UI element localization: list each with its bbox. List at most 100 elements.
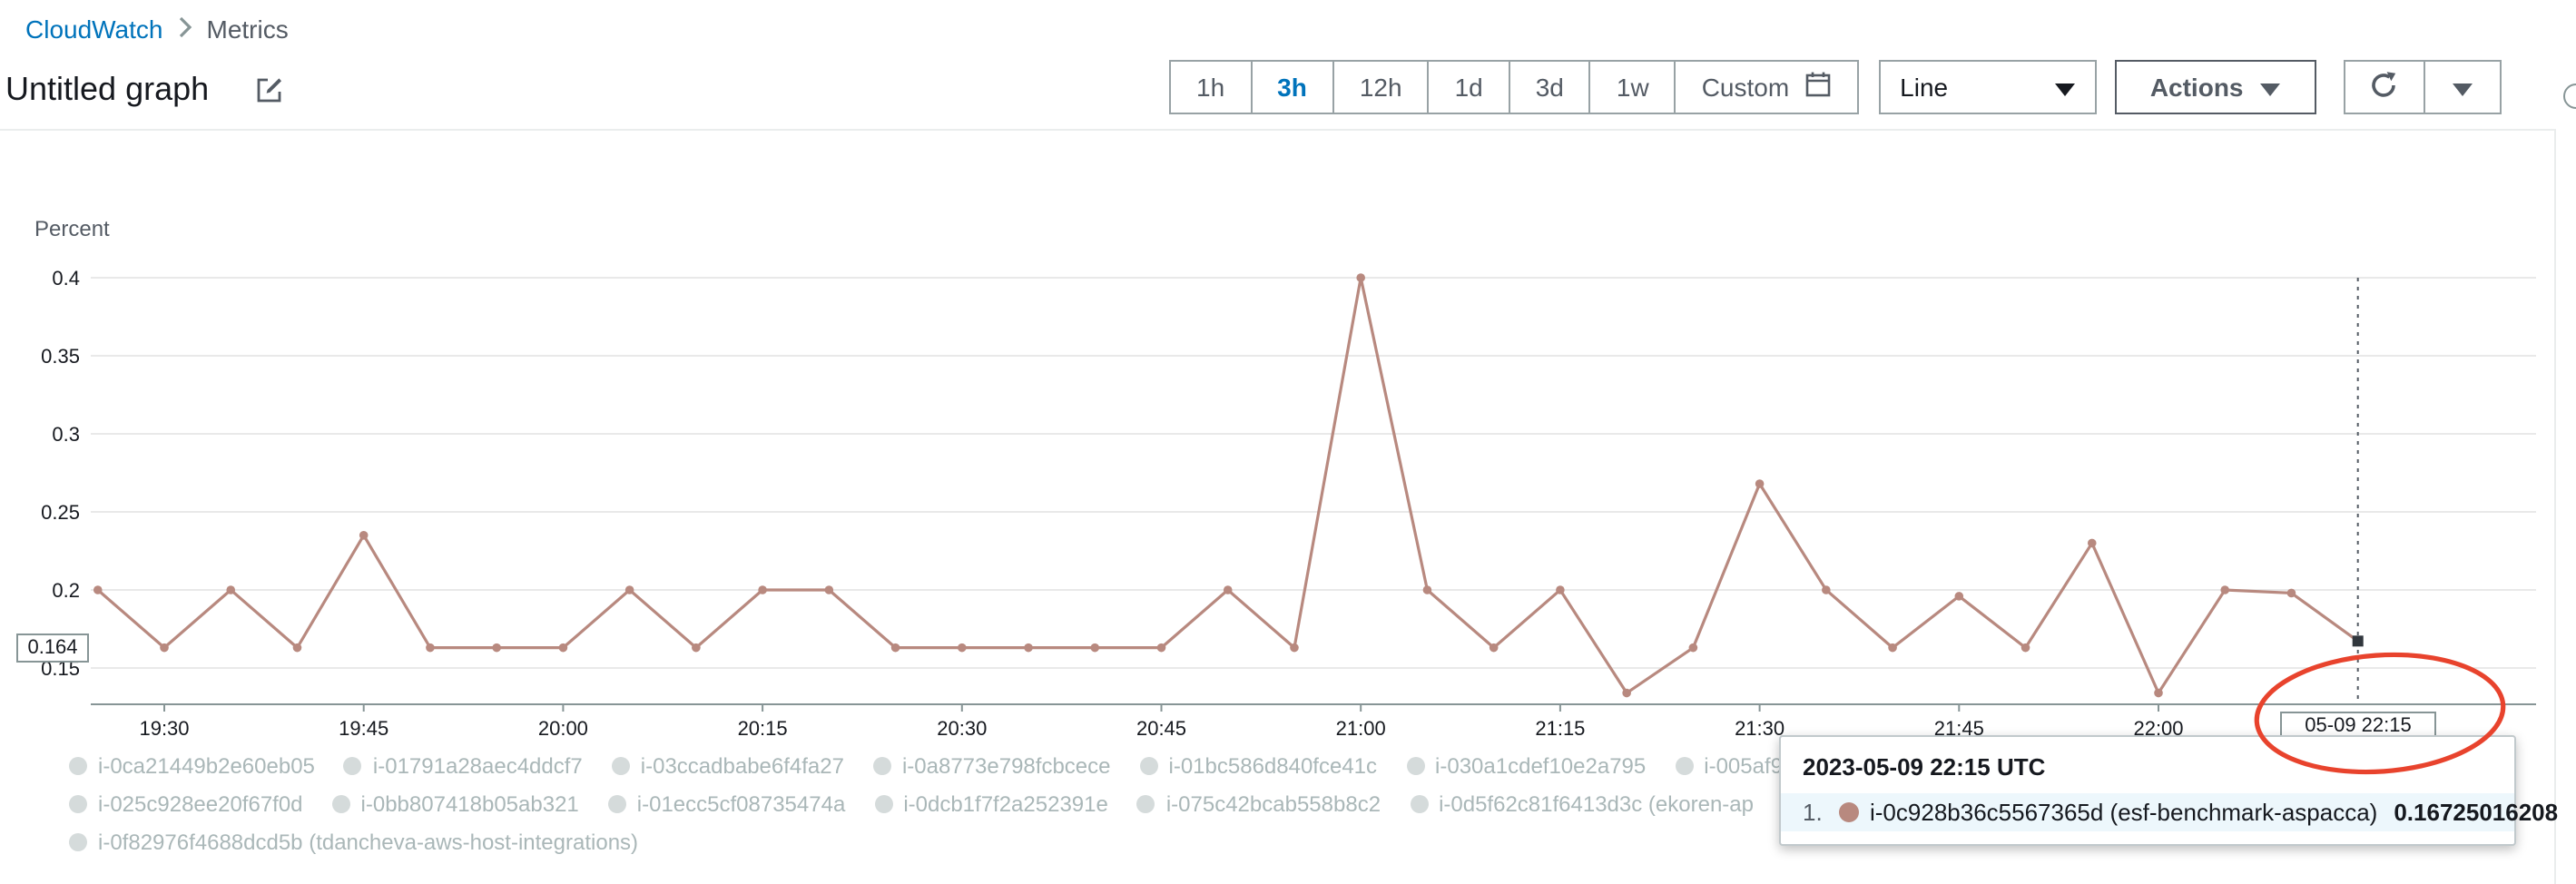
svg-text:0.35: 0.35 — [41, 345, 80, 368]
tooltip-timestamp: 2023-05-09 22:15 UTC — [1803, 753, 2046, 781]
series-dot-icon — [1839, 802, 1859, 822]
svg-text:0.3: 0.3 — [52, 423, 80, 446]
range-custom-label: Custom — [1701, 73, 1790, 102]
legend-item[interactable]: i-0ca21449b2e60eb05 — [69, 753, 315, 778]
legend-dot-icon — [343, 756, 362, 774]
legend-item-label: i-0ca21449b2e60eb05 — [98, 753, 315, 778]
svg-text:0.2: 0.2 — [52, 579, 80, 602]
legend-item[interactable]: i-0d5f62c81f6413d3c (ekoren-ap — [1410, 791, 1754, 816]
edit-title-icon[interactable] — [256, 76, 283, 103]
legend: i-0ca21449b2e60eb05 i-01791a28aec4ddcf7 i-… — [69, 753, 2529, 868]
svg-text:21:00: 21:00 — [1336, 717, 1386, 740]
tooltip-rows: 1. i-0c928b36c5567365d (esf-benchmark-asp… — [1781, 793, 2558, 831]
tooltip-row-value: 0.16725016208 — [2394, 799, 2559, 826]
refresh-button[interactable] — [2343, 60, 2425, 114]
svg-text:20:30: 20:30 — [937, 717, 987, 740]
range-3h-button[interactable]: 3h — [1250, 60, 1334, 114]
svg-text:20:00: 20:00 — [538, 717, 588, 740]
range-1d-button[interactable]: 1d — [1427, 60, 1510, 114]
legend-item-label: i-0a8773e798fcbcece — [901, 753, 1111, 778]
legend-dot-icon — [69, 756, 87, 774]
chevron-down-icon — [2054, 73, 2075, 102]
range-1w-button[interactable]: 1w — [1588, 60, 1676, 114]
partial-icon — [2563, 83, 2576, 109]
svg-text:20:15: 20:15 — [738, 717, 788, 740]
legend-row: i-0ca21449b2e60eb05 i-01791a28aec4ddcf7 i-… — [69, 753, 2529, 778]
svg-text:21:15: 21:15 — [1535, 717, 1585, 740]
range-3d-button[interactable]: 3d — [1508, 60, 1591, 114]
svg-text:21:30: 21:30 — [1735, 717, 1785, 740]
chart-type-select[interactable]: Line — [1878, 60, 2097, 114]
legend-item[interactable]: i-0a8773e798fcbcece — [872, 753, 1111, 778]
legend-dot-icon — [611, 756, 630, 774]
legend-item-label: i-0dcb1f7f2a252391e — [903, 791, 1108, 816]
legend-dot-icon — [69, 832, 87, 850]
chevron-down-icon — [2452, 74, 2473, 101]
breadcrumb-separator-icon — [178, 15, 192, 44]
legend-row: i-0f82976f4688dcd5b (tdancheva-aws-host-… — [69, 829, 2529, 854]
page-title: Untitled graph — [5, 71, 210, 107]
legend-item[interactable]: i-0f82976f4688dcd5b (tdancheva-aws-host-… — [69, 829, 638, 854]
legend-dot-icon — [331, 794, 350, 812]
svg-text:0.4: 0.4 — [52, 267, 80, 290]
range-1h-button[interactable]: 1h — [1169, 60, 1253, 114]
legend-item-label: i-0f82976f4688dcd5b (tdancheva-aws-host-… — [98, 829, 639, 854]
legend-item[interactable]: i-01bc586d840fce41c — [1139, 753, 1378, 778]
legend-dot-icon — [69, 794, 87, 812]
legend-item-label: i-0bb807418b05ab321 — [360, 791, 579, 816]
legend-item[interactable]: i-0dcb1f7f2a252391e — [874, 791, 1108, 816]
actions-label: Actions — [2149, 73, 2244, 102]
svg-text:0.25: 0.25 — [41, 501, 80, 524]
refresh-options-button[interactable] — [2423, 60, 2502, 114]
legend-item[interactable]: i-03ccadbabe6f4fa27 — [611, 753, 844, 778]
legend-dot-icon — [872, 756, 891, 774]
legend-item[interactable]: i-025c928ee20f67f0d — [69, 791, 303, 816]
legend-item[interactable]: i-0bb807418b05ab321 — [331, 791, 579, 816]
breadcrumb: CloudWatch Metrics — [25, 15, 289, 44]
legend-dot-icon — [1410, 794, 1429, 812]
legend-item[interactable]: i-01ecc5cf08735474a — [607, 791, 846, 816]
legend-item-label: i-01791a28aec4ddcf7 — [372, 753, 583, 778]
refresh-group — [2343, 60, 2502, 114]
tooltip-row[interactable]: 1. i-0c928b36c5567365d (esf-benchmark-asp… — [1781, 793, 2558, 831]
legend-dot-icon — [1136, 794, 1155, 812]
legend-item[interactable]: i-075c42bcab558b8c2 — [1136, 791, 1381, 816]
legend-row: i-025c928ee20f67f0d i-0bb807418b05ab321 i-… — [69, 791, 2529, 816]
legend-item[interactable]: i-030a1cdef10e2a795 — [1406, 753, 1646, 778]
svg-text:19:45: 19:45 — [339, 717, 388, 740]
refresh-icon — [2369, 70, 2398, 104]
legend-item-label: i-01bc586d840fce41c — [1168, 753, 1378, 778]
graph-toolbar: 1h 3h 12h 1d 3d 1w Custom Line — [1169, 60, 2502, 114]
crosshair-y-value: 0.164 — [16, 634, 89, 663]
tooltip-row-name: i-0c928b36c5567365d (esf-benchmark-aspac… — [1870, 799, 2378, 826]
range-custom-button[interactable]: Custom — [1674, 60, 1859, 114]
actions-button[interactable]: Actions — [2114, 60, 2316, 114]
legend-item-label: i-0d5f62c81f6413d3c (ekoren-ap — [1439, 791, 1754, 816]
legend-dot-icon — [1675, 756, 1694, 774]
time-range-group: 1h 3h 12h 1d 3d 1w Custom — [1169, 60, 1859, 114]
legend-item-label: i-025c928ee20f67f0d — [98, 791, 303, 816]
legend-item-label: i-005af9 — [1704, 753, 1783, 778]
graph-panel: Percent 0.4 0.35 0.3 0.25 0.2 0.15 19:30 19:45 2… — [0, 129, 2558, 884]
calendar-icon — [1804, 71, 1831, 103]
y-axis-title: Percent — [34, 216, 110, 241]
chevron-down-icon — [2259, 73, 2280, 102]
legend-dot-icon — [607, 794, 626, 812]
legend-dot-icon — [1406, 756, 1425, 774]
chart-type-value: Line — [1900, 73, 1949, 102]
legend-item-label: i-03ccadbabe6f4fa27 — [640, 753, 844, 778]
legend-item[interactable]: i-01791a28aec4ddcf7 — [343, 753, 583, 778]
legend-item-label: i-01ecc5cf08735474a — [636, 791, 846, 816]
legend-item-label: i-075c42bcab558b8c2 — [1165, 791, 1381, 816]
tooltip-row-rank: 1. — [1803, 799, 1823, 826]
breadcrumb-item-metrics: Metrics — [206, 15, 289, 44]
chart-tooltip: 2023-05-09 22:15 UTC 1. i-0c928b36c556736… — [1779, 735, 2558, 846]
legend-item[interactable]: i-005af9 — [1675, 753, 1783, 778]
legend-item-label: i-030a1cdef10e2a795 — [1435, 753, 1647, 778]
svg-text:20:45: 20:45 — [1136, 717, 1186, 740]
range-12h-button[interactable]: 12h — [1332, 60, 1430, 114]
svg-text:19:30: 19:30 — [139, 717, 189, 740]
breadcrumb-link-cloudwatch[interactable]: CloudWatch — [25, 15, 163, 44]
